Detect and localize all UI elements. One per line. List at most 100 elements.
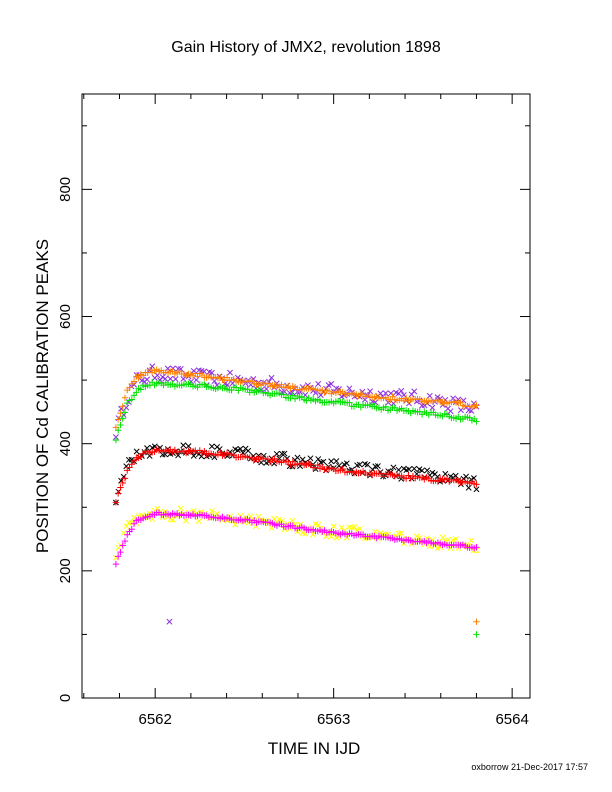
series-0-marker-110	[398, 387, 405, 394]
tick-labels: 6562 6563 6564 0 200 400 600 800	[57, 177, 529, 728]
series-3-marker-26	[180, 442, 187, 449]
series-0-marker-31	[193, 376, 200, 383]
series-1-marker-6	[126, 384, 133, 391]
series-0-marker-115	[411, 388, 418, 395]
series-6-marker-0	[112, 560, 120, 568]
series-0-marker-129	[447, 408, 454, 415]
plot-frame	[81, 93, 531, 699]
series-5-marker-137	[468, 537, 475, 544]
series-5-marker-27	[182, 517, 189, 524]
series-5-marker-129	[447, 545, 454, 552]
series-5-marker-25	[177, 505, 184, 512]
series-5-marker-37	[208, 508, 215, 515]
series-2-outlier-0	[473, 631, 480, 638]
series-3-marker-135	[463, 473, 470, 480]
series-3-marker-118	[419, 467, 425, 474]
y-tick-label-0: 0	[57, 694, 74, 702]
series-4-marker-3	[119, 479, 126, 487]
series-2-marker-9	[133, 389, 140, 396]
series-6-marker-5	[124, 531, 131, 538]
series-3-marker-40	[216, 446, 223, 453]
series-5-marker-78	[315, 521, 322, 528]
series-0-marker-60	[268, 374, 275, 381]
series-5-marker-122	[429, 537, 436, 543]
series-3-marker-97	[364, 461, 371, 468]
series-3-marker-37	[208, 443, 215, 450]
series-0-marker-98	[367, 388, 374, 395]
series-0-marker-14	[149, 363, 156, 370]
footer-credit: oxborrow 21-Dec-2017 17:57	[471, 762, 588, 772]
series-3-marker-85	[333, 458, 340, 465]
series-5-marker-59	[265, 520, 272, 527]
series-2-marker-3	[119, 415, 126, 422]
series-2-marker-2	[117, 421, 124, 429]
series-6-marker-4	[121, 537, 129, 545]
series-layer	[112, 363, 480, 638]
series-1-marker-1	[114, 416, 122, 423]
series-5-marker-22	[170, 516, 176, 523]
series-3-marker-136	[465, 484, 472, 491]
series-4-marker-8	[130, 457, 138, 465]
series-2-marker-4	[121, 409, 129, 416]
series-3-marker-78	[315, 456, 322, 462]
axis-ticks	[82, 94, 530, 699]
series-5-marker-94	[356, 525, 363, 532]
series-3-marker-65	[281, 450, 288, 457]
series-2-marker-11	[137, 386, 145, 393]
series-5-marker-32	[195, 518, 202, 525]
x-tick-label-1: 6563	[317, 711, 350, 728]
series-3-marker-51	[245, 447, 252, 454]
series-0-marker-83	[328, 380, 335, 387]
series-1	[112, 366, 480, 625]
series-0-marker-19	[162, 375, 169, 382]
series-5-marker-81	[323, 533, 329, 540]
series-3-marker-4	[123, 463, 130, 470]
series-3-marker-89	[343, 460, 350, 467]
series-3-marker-101	[374, 463, 381, 469]
series-5-marker-54	[253, 523, 259, 530]
series-6	[112, 509, 480, 568]
series-5-marker-92	[351, 523, 358, 530]
series-4-marker-6	[126, 464, 133, 471]
series-1-marker-3	[119, 403, 126, 410]
series-2-marker-74	[280, 391, 287, 398]
series-5-marker-84	[330, 523, 337, 530]
series-4-marker-7	[128, 461, 135, 468]
x-tick-label-2: 6564	[495, 711, 528, 728]
series-0-marker-26	[180, 375, 187, 382]
series-4-marker-2	[117, 484, 124, 491]
series-2	[112, 379, 480, 638]
series-5-marker-131	[452, 536, 459, 542]
series-5-marker-60	[268, 525, 275, 531]
series-5-marker-100	[372, 528, 379, 535]
series-3-marker-75	[307, 455, 314, 462]
series-3-marker-83	[328, 458, 335, 465]
series-0-marker-12	[144, 376, 150, 383]
series-2-marker-58	[244, 385, 251, 393]
series-6-marker-159	[473, 543, 480, 551]
y-tick-label-3: 600	[57, 304, 74, 329]
series-3-marker-113	[406, 466, 412, 473]
series-2-marker-119	[382, 403, 389, 410]
series-1-marker-10	[135, 374, 142, 382]
y-tick-label-2: 400	[57, 431, 74, 456]
series-1-outlier-0	[473, 618, 480, 625]
series-2-marker-159	[473, 418, 480, 425]
series-1-marker-2	[117, 409, 124, 417]
series-6-marker-2	[117, 548, 124, 556]
series-0-marker-38	[211, 378, 218, 385]
series-0-outlier-0	[166, 618, 173, 625]
series-2-marker-1	[114, 427, 122, 434]
series-3-marker-94	[356, 461, 363, 468]
series-0-marker-23	[172, 376, 179, 382]
series-5-marker-110	[398, 530, 405, 537]
series-0-marker-52	[247, 381, 254, 388]
series-2-marker-103	[346, 399, 353, 406]
series-3-marker-115	[411, 465, 418, 472]
x-tick-label-0: 6562	[138, 711, 171, 728]
series-5-marker-125	[437, 544, 444, 551]
series-5	[112, 505, 480, 561]
x-axis-label: TIME IN IJD	[268, 739, 361, 758]
series-4-marker-89	[314, 461, 321, 469]
series-1-marker-4	[121, 394, 129, 401]
